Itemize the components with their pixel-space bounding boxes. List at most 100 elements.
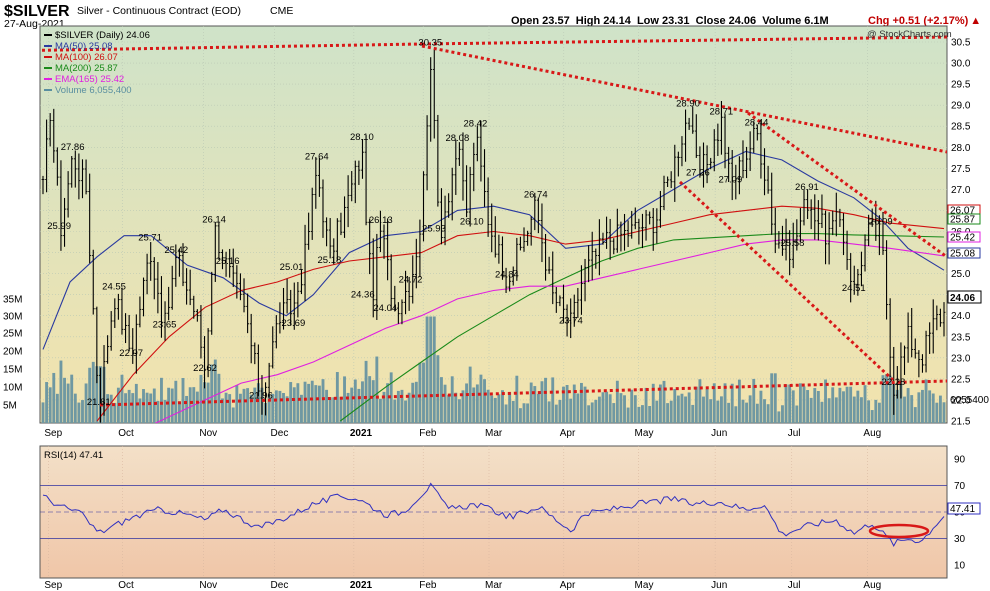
volume-bar — [310, 380, 314, 423]
volume-bar — [788, 384, 792, 423]
volume-bar — [702, 396, 705, 423]
volume-bar — [303, 381, 307, 423]
price-annotation: 25.99 — [47, 221, 71, 232]
volume-bar — [590, 402, 594, 423]
price-axis-month: Dec — [271, 428, 289, 439]
volume-bar — [633, 395, 637, 423]
volume-bar — [353, 379, 357, 423]
volume-bar — [73, 393, 77, 423]
volume-bar — [188, 387, 192, 423]
price-annotation: 24.72 — [399, 274, 423, 285]
rsi-axis-tick: 70 — [954, 481, 966, 492]
volume-bar — [798, 383, 802, 423]
volume-bar — [651, 383, 655, 423]
volume-bar — [389, 372, 393, 423]
volume-bar — [149, 393, 153, 423]
volume-bar — [124, 393, 127, 423]
volume-bar — [795, 405, 799, 423]
volume-bar — [755, 403, 759, 423]
volume-bar — [562, 386, 565, 423]
price-annotation: 25.18 — [318, 255, 342, 266]
volume-bar — [321, 379, 325, 423]
volume-bar — [436, 355, 440, 423]
volume-bar — [447, 394, 451, 423]
volume-bar — [404, 400, 407, 423]
volume-bar — [343, 376, 346, 423]
rsi-axis-month: Sep — [44, 580, 62, 591]
volume-bar — [335, 372, 339, 423]
volume-bar — [185, 395, 189, 423]
price-annotation: 26.10 — [460, 216, 484, 227]
price-axis-month: Oct — [118, 428, 134, 439]
volume-bar — [170, 388, 174, 423]
price-axis-tick: 23.5 — [951, 332, 971, 343]
volume-bar — [608, 394, 612, 423]
volume-bar — [361, 381, 364, 423]
volume-bar — [691, 404, 695, 423]
last-close-label: 24.06 — [950, 293, 975, 304]
volume-bar — [443, 384, 447, 423]
volume-bar — [63, 377, 66, 423]
volume-bar — [479, 374, 483, 423]
volume-bar — [256, 383, 260, 423]
volume-bar — [727, 402, 731, 423]
volume-bar — [235, 385, 239, 423]
volume-bar — [730, 383, 734, 423]
trendline-descending-steep — [747, 111, 947, 259]
volume-bar — [716, 400, 720, 423]
volume-bar — [773, 373, 777, 423]
volume-bar — [231, 407, 235, 423]
volume-bar — [253, 387, 257, 423]
price-annotation: 24.84 — [495, 269, 519, 280]
volume-bar — [307, 383, 311, 423]
volume-bar — [160, 377, 163, 423]
volume-bar — [856, 390, 860, 423]
volume-bar — [407, 392, 411, 423]
volume-bar — [91, 361, 95, 423]
volume-bar — [357, 388, 361, 423]
price-axis-tick: 28.5 — [951, 122, 971, 133]
volume-bar — [658, 384, 662, 423]
volume-bar — [48, 387, 52, 423]
volume-bar — [623, 395, 626, 423]
volume-bar — [156, 400, 160, 423]
volume-bar — [903, 396, 906, 423]
volume-bar — [242, 388, 246, 423]
volume-bar — [213, 359, 217, 423]
volume-bar — [784, 384, 788, 423]
volume-bar — [425, 316, 429, 423]
volume-bar — [328, 397, 332, 423]
volume-bar — [371, 380, 375, 423]
volume-bar — [931, 393, 935, 423]
volume-bar — [877, 402, 881, 423]
volume-bar — [400, 389, 404, 423]
price-axis-month: Jun — [711, 428, 727, 439]
volume-bar — [526, 403, 530, 423]
rsi-axis-tick: 30 — [954, 534, 966, 545]
volume-bar — [418, 362, 422, 423]
volume-bar — [285, 396, 289, 423]
volume-bar — [429, 316, 433, 423]
volume-bar — [66, 383, 70, 423]
volume-bar — [551, 377, 555, 423]
volume-bar — [138, 398, 142, 423]
volume-bar — [698, 379, 702, 423]
volume-bar — [278, 390, 282, 423]
volume-bar — [870, 410, 874, 423]
volume-bar — [720, 396, 723, 423]
volume-bar — [339, 396, 343, 423]
price-annotation: 23.74 — [559, 316, 583, 327]
volume-bar — [249, 394, 253, 423]
ma100-line — [96, 205, 945, 422]
volume-axis-tick: 10M — [3, 383, 22, 394]
rsi-line — [42, 482, 945, 547]
volume-bar — [791, 390, 795, 423]
ema165-line — [154, 239, 945, 423]
price-axis-month: Nov — [199, 428, 217, 439]
volume-bar — [454, 392, 458, 423]
volume-axis-tick: 15M — [3, 365, 22, 376]
volume-bar — [393, 399, 397, 423]
volume-bar — [655, 400, 659, 423]
volume-bar — [282, 393, 285, 423]
last-volume-label: 6055400 — [950, 395, 989, 406]
